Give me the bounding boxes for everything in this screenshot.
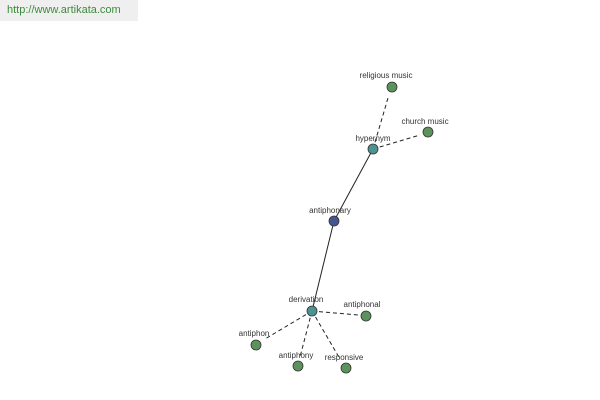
node-label: church music [401, 117, 448, 126]
node[interactable] [367, 143, 379, 155]
node-label: antiphonal [344, 300, 381, 309]
node[interactable] [386, 81, 398, 93]
node-label: antiphonary [309, 206, 351, 215]
node[interactable] [360, 310, 372, 322]
node-label: derivation [289, 295, 324, 304]
edge [372, 97, 389, 150]
edge [311, 310, 359, 316]
node[interactable] [422, 126, 434, 138]
node-label: antiphony [279, 351, 314, 360]
edge [311, 220, 335, 312]
edge [299, 310, 313, 358]
node[interactable] [292, 360, 304, 372]
node-label: hypernym [355, 134, 390, 143]
header: http://www.artikata.com [0, 0, 138, 21]
node-label: religious music [360, 71, 413, 80]
edge [333, 148, 374, 222]
node-label: antiphon [239, 329, 270, 338]
edge [264, 310, 313, 340]
node-label: responsive [325, 353, 364, 362]
node[interactable] [306, 305, 318, 317]
node[interactable] [250, 339, 262, 351]
site-url[interactable]: http://www.artikata.com [7, 4, 121, 16]
edge [311, 310, 341, 360]
node[interactable] [340, 362, 352, 374]
edge [372, 134, 421, 150]
node[interactable] [328, 215, 340, 227]
